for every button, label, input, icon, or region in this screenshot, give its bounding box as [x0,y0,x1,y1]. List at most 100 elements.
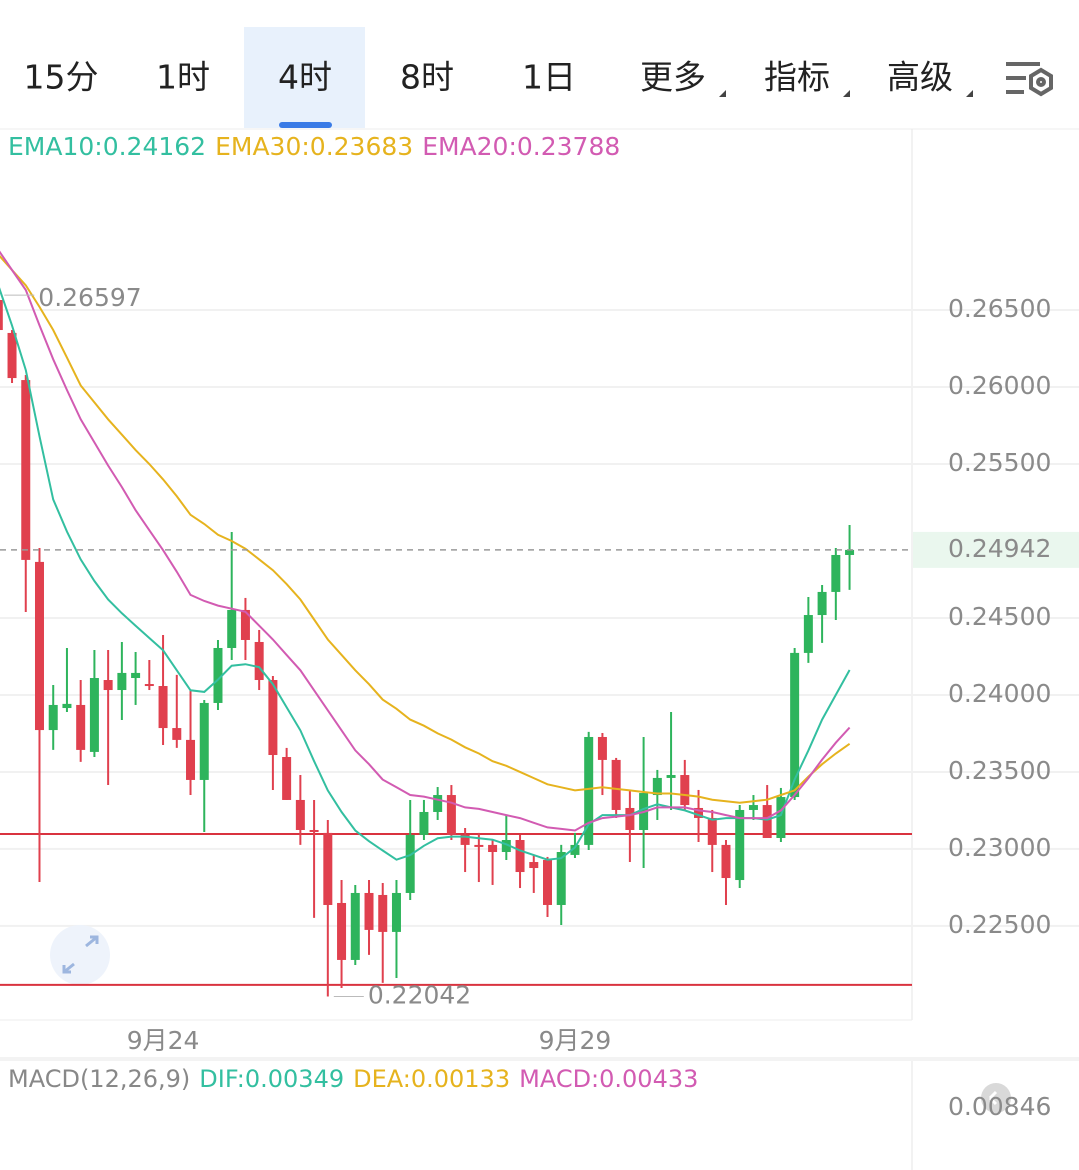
candle-body [117,672,127,691]
candle-body [817,591,827,616]
candle-body [158,686,168,729]
candle-body [543,860,552,905]
legend: EMA10:0.24162 EMA30:0.23683 EMA20:0.23788 [8,132,620,161]
candle-body [364,892,374,930]
tab[interactable]: 高级 [887,58,953,97]
candle-body [776,797,786,838]
candle-body [597,736,607,760]
candle-body [0,299,3,331]
last-price-box [913,531,1079,568]
legend-entry: EMA20:0.23788 [422,132,620,161]
candle-body [570,844,580,855]
candle-body [735,809,745,881]
candle-body [721,844,731,879]
candle-body [790,652,800,798]
legend-entry: EMA10:0.24162 [8,132,206,161]
candle-body [584,736,594,845]
ema-line [0,250,851,832]
candle-body [144,684,154,687]
macd-toggle[interactable] [981,1083,1011,1113]
macd-item: MACD:0.00433 [519,1065,698,1093]
tab-underline [279,122,332,128]
macd-legend: MACD(12,26,9) DIF:0.00349 DEA:0.00133 MACD:… [8,1065,698,1093]
candle-body [227,609,237,648]
tab-highlight [244,27,365,128]
candle-body [391,892,401,932]
candle-body [268,680,278,756]
y-tick-label: 0.24000 [948,679,1051,708]
panel-divider [0,1057,1079,1061]
candle-body [48,704,58,731]
candle-body [556,852,566,905]
candle-body [240,609,250,640]
dropdown-arrow [966,90,973,97]
tab[interactable]: 更多 [640,58,706,97]
last-price-label: 0.24942 [948,534,1051,563]
ema-line [0,287,851,861]
candle-body [611,759,621,810]
candle-body [625,807,635,830]
candle-body [323,832,333,905]
tab[interactable]: 1日 [522,58,576,97]
y-tick-label: 0.26000 [948,371,1051,400]
candle-body [89,678,99,752]
candle-body [666,775,676,778]
tab[interactable]: 15分 [24,58,99,97]
candle-body [433,795,443,812]
candle-body [7,332,17,379]
macd-title: MACD(12,26,9) [8,1065,190,1093]
candle-body [76,704,86,750]
candle-body [707,817,717,845]
candle-body [419,811,429,835]
candle-body [446,795,456,835]
candle-body [405,834,415,893]
macd-tick-label: 0.00846 [948,1092,1051,1121]
candle-body [501,839,511,853]
candle-body [21,380,31,560]
candle-body [845,549,855,555]
candle-body [460,834,470,845]
macd-item: DEA:0.00133 [353,1065,510,1093]
ema-line [0,255,851,804]
candle-body [694,807,704,818]
candle-body [748,805,758,810]
candle-body [652,777,662,796]
tab[interactable]: 8时 [400,58,454,97]
candle-body [350,892,360,960]
tab[interactable]: 4时 [278,58,332,97]
candle-body [337,902,347,960]
candle-body [295,799,305,830]
candle-body [282,757,292,800]
candle-body [254,641,264,681]
y-tick-label: 0.22500 [948,910,1051,939]
candle-body [378,894,388,932]
y-tick-label: 0.25500 [948,448,1051,477]
dropdown-arrow [843,90,850,97]
dropdown-arrow [719,90,726,97]
candle-body [131,672,141,679]
candle-body [680,775,690,806]
x-tick-label: 9月24 [127,1026,200,1055]
candle-body [803,615,813,653]
x-axis-band [0,1020,1079,1058]
candle-body [515,839,525,873]
macd-item: DIF:0.00349 [199,1065,344,1093]
candle-body [199,702,209,780]
tab[interactable]: 1时 [156,58,210,97]
legend-entry: EMA30:0.23683 [215,132,413,161]
y-tick-label: 0.23000 [948,833,1051,862]
expand-button[interactable] [50,925,110,985]
x-tick-label: 9月29 [539,1026,612,1055]
candle-body [103,680,113,691]
high-label: 0.26597 [38,283,141,312]
candle-body [172,728,182,740]
y-tick-label: 0.26500 [948,294,1051,323]
settings-icon[interactable] [1006,62,1053,97]
candle-body [474,844,484,847]
tab[interactable]: 指标 [764,58,830,97]
candle-body [529,862,539,869]
candle-body [213,647,223,703]
candle-body [488,844,498,853]
